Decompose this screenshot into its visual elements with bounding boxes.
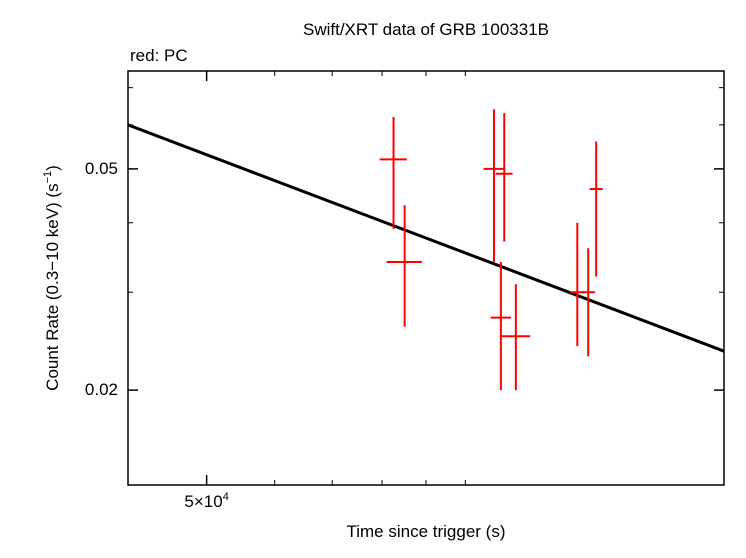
chart-container: 5×104 0.02 0.05 Swift/XRT data of GRB 10033… [0, 0, 746, 558]
xrt-lightcurve-plot: 5×104 0.02 0.05 Swift/XRT data of GRB 10033… [0, 0, 746, 558]
ytick-label: 0.02 [85, 380, 118, 399]
plot-frame [128, 71, 724, 485]
xtick-label: 5×104 [184, 491, 228, 511]
ytick-label: 0.05 [85, 159, 118, 178]
fit-line [128, 125, 724, 351]
plot-subtitle: red: PC [130, 46, 188, 65]
y-axis-label: Count Rate (0.3−10 keV) (s−1) [42, 165, 62, 391]
plot-title: Swift/XRT data of GRB 100331B [303, 20, 549, 39]
x-axis-label: Time since trigger (s) [346, 522, 505, 541]
